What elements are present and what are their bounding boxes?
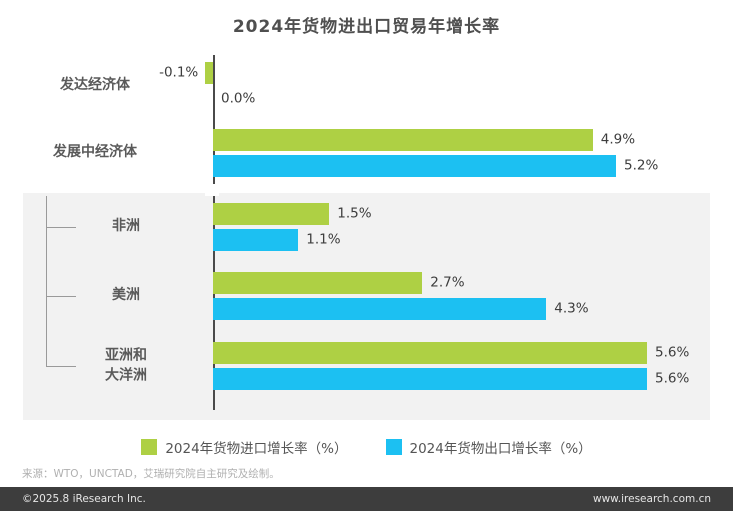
category-label: 发展中经济体 bbox=[53, 144, 137, 161]
export-bar bbox=[213, 368, 647, 390]
legend-item-export: 2024年货物出口增长率（%） bbox=[385, 437, 592, 457]
export-color-swatch bbox=[385, 439, 402, 455]
import-bar bbox=[213, 129, 593, 151]
value-label: -0.1% bbox=[159, 64, 199, 81]
legend-item-import: 2024年货物进口增长率（%） bbox=[141, 437, 348, 457]
export-bar bbox=[213, 229, 299, 251]
bracket-tick-americas bbox=[46, 296, 76, 297]
footer-url[interactable]: www.iresearch.com.cn bbox=[592, 493, 711, 505]
value-label: 2.7% bbox=[430, 274, 465, 291]
category-label: 美洲 bbox=[112, 287, 140, 304]
category-label: 发达经济体 bbox=[60, 77, 130, 94]
import-bar bbox=[213, 203, 330, 225]
source-note: 来源：WTO，UNCTAD，艾瑞研究院自主研究及绘制。 bbox=[22, 468, 280, 480]
chart-title: 2024年货物进出口贸易年增长率 bbox=[232, 17, 501, 37]
value-label: 0.0% bbox=[221, 90, 256, 107]
export-bar bbox=[213, 155, 616, 177]
export-bar bbox=[213, 298, 547, 320]
value-label: 1.1% bbox=[306, 231, 341, 248]
value-label: 5.6% bbox=[655, 370, 690, 387]
import-bar bbox=[205, 62, 213, 84]
axis-break-marker bbox=[205, 184, 219, 196]
bracket-vertical-line bbox=[46, 196, 47, 366]
value-label: 4.9% bbox=[600, 131, 636, 148]
value-label: 5.6% bbox=[655, 344, 690, 361]
legend-label-export: 2024年货物出口增长率（%） bbox=[409, 441, 592, 457]
bracket-tick-asia-oceania bbox=[46, 366, 76, 367]
bracket-tick-africa bbox=[46, 227, 76, 228]
category-label: 亚洲和 大洋洲 bbox=[105, 347, 147, 383]
value-label: 1.5% bbox=[337, 205, 372, 222]
footer: ©2025.8 iResearch Inc. www.iresearch.com… bbox=[0, 487, 733, 511]
import-bar bbox=[213, 272, 423, 294]
legend: 2024年货物进口增长率（%） 2024年货物出口增长率（%） bbox=[0, 437, 733, 457]
legend-label-import: 2024年货物进口增长率（%） bbox=[165, 441, 348, 457]
value-label: 5.2% bbox=[624, 157, 659, 174]
import-color-swatch bbox=[141, 439, 158, 455]
value-label: 4.3% bbox=[554, 300, 589, 317]
import-bar bbox=[213, 342, 647, 364]
footer-copyright: ©2025.8 iResearch Inc. bbox=[22, 493, 146, 505]
category-label: 非洲 bbox=[112, 218, 140, 235]
